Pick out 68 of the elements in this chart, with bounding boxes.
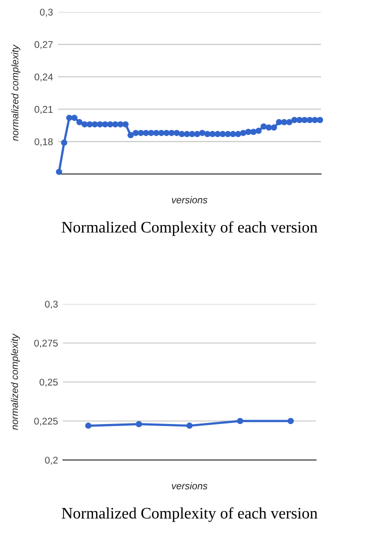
point (291, 116, 298, 124)
text: Normalized Complexity of each version (62, 221, 318, 236)
point (224, 130, 231, 138)
point (56, 168, 62, 175)
y-tick-label: 0,24 (34, 74, 53, 82)
point (86, 121, 93, 128)
y-tick-label: 0,225 (34, 418, 58, 426)
text: Normalized Complexity of each version (62, 507, 318, 522)
point (148, 130, 154, 136)
point (184, 130, 190, 138)
point (174, 130, 180, 136)
y-tick-label: 0,3 (45, 300, 58, 309)
y-tick-label: 0,21 (34, 106, 53, 114)
point (234, 130, 242, 138)
point (178, 130, 185, 138)
point (112, 121, 118, 128)
point (92, 121, 98, 128)
point (128, 132, 134, 138)
point (276, 119, 282, 126)
point (316, 116, 324, 124)
point (102, 121, 108, 128)
point (71, 114, 78, 121)
point (194, 130, 200, 138)
point (153, 130, 160, 136)
point (204, 130, 211, 138)
point (209, 130, 216, 138)
point (163, 130, 170, 136)
point (306, 116, 313, 124)
point (255, 128, 262, 134)
point (168, 130, 175, 136)
point (240, 130, 246, 136)
y-tick-label: 0,2 (45, 456, 58, 465)
x-axis-title: versions (172, 196, 208, 204)
point (312, 116, 318, 124)
point (96, 121, 104, 128)
point (245, 128, 252, 136)
point (281, 119, 288, 126)
point (66, 114, 72, 121)
point (220, 130, 226, 138)
point (117, 121, 124, 128)
y-tick-label: 0,25 (40, 378, 58, 387)
point (286, 119, 292, 126)
point (132, 130, 139, 136)
point (214, 130, 221, 138)
point (260, 123, 267, 130)
point (107, 121, 114, 128)
point (302, 116, 308, 124)
point (76, 119, 83, 126)
y-axis-title: normalized complexity (11, 44, 20, 141)
point (266, 124, 272, 131)
y-tick-label: 0,18 (34, 138, 53, 146)
y-tick-label: 0,27 (34, 41, 53, 50)
point (138, 130, 144, 136)
point (81, 121, 88, 128)
y-axis-title: normalized complexity (10, 333, 20, 430)
point (270, 124, 278, 131)
x-axis-title: versions (172, 482, 208, 490)
y-tick-label: 0,275 (34, 340, 58, 348)
point (230, 130, 236, 138)
point (250, 128, 257, 136)
point (188, 130, 196, 138)
point (296, 116, 303, 124)
point (199, 130, 206, 136)
y-tick-label: 0,3 (40, 8, 53, 17)
point (61, 140, 68, 146)
point (122, 121, 129, 128)
point (142, 130, 150, 136)
point (158, 130, 164, 136)
